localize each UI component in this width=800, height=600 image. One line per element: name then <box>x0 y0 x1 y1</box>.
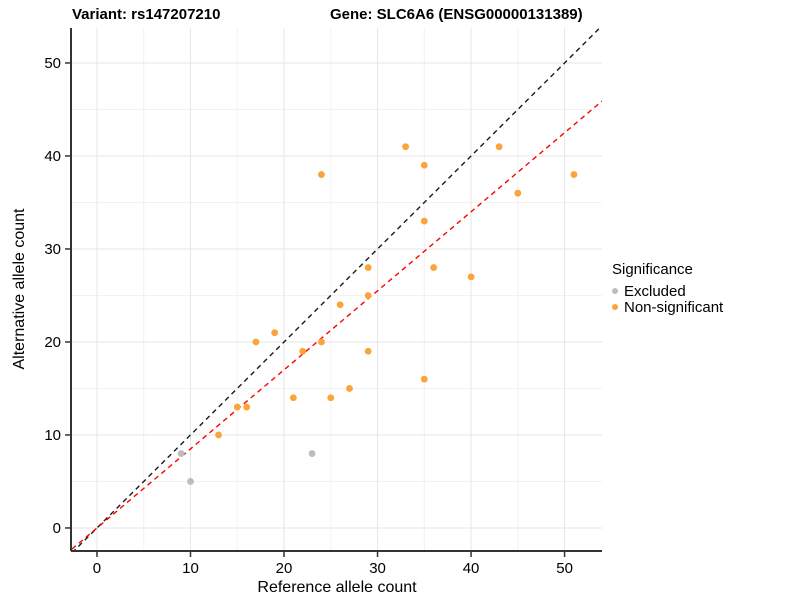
data-point-non-significant <box>420 161 428 169</box>
x-axis-title: Reference allele count <box>257 579 417 596</box>
y-tick-label: 20 <box>44 334 61 351</box>
data-point-non-significant <box>402 143 409 151</box>
legend-entries: Excluded Non-significant <box>612 282 724 316</box>
legend-dot-icon <box>612 288 618 294</box>
data-point-non-significant <box>336 301 344 309</box>
legend-title: Significance <box>612 261 693 278</box>
data-point-non-significant <box>364 264 372 271</box>
x-tick-label: 20 <box>276 560 293 577</box>
x-tick-label: 0 <box>93 560 101 577</box>
legend-entry: Excluded <box>612 282 723 300</box>
data-point-non-significant <box>514 189 522 197</box>
legend-entry: Non-significant <box>612 298 724 316</box>
data-point-non-significant <box>289 394 297 402</box>
data-point-excluded <box>187 478 194 485</box>
data-point-non-significant <box>318 171 325 178</box>
data-point-non-significant <box>467 273 475 281</box>
data-point-excluded <box>308 450 316 457</box>
data-point-non-significant <box>243 403 251 411</box>
data-point-non-significant <box>327 394 335 402</box>
data-point-non-significant <box>364 347 372 355</box>
y-tick-label: 50 <box>44 55 61 72</box>
data-point-non-significant <box>420 375 428 383</box>
data-point-non-significant <box>420 217 428 225</box>
legend: Significance Excluded Non-significant <box>612 261 724 316</box>
data-point-non-significant <box>271 329 279 337</box>
y-axis-title: Alternative allele count <box>11 208 28 370</box>
y-tick-label: 40 <box>44 148 61 165</box>
y-tick-label: 0 <box>53 520 61 537</box>
fitted-line <box>72 100 602 550</box>
x-tick-label: 30 <box>369 560 386 577</box>
data-point-non-significant <box>252 338 260 346</box>
data-point-non-significant <box>495 143 503 151</box>
data-point-non-significant <box>299 347 307 355</box>
data-point-non-significant <box>346 385 353 392</box>
data-point-non-significant <box>233 403 241 411</box>
data-point-non-significant <box>570 171 578 178</box>
x-tick-label: 50 <box>556 560 573 577</box>
x-tick-label: 40 <box>463 560 480 577</box>
data-point-non-significant <box>215 431 222 439</box>
data-point-non-significant <box>364 292 372 299</box>
legend-entry-label: Non-significant <box>624 298 724 316</box>
legend-entry-label: Excluded <box>624 282 686 300</box>
data-point-non-significant <box>318 338 325 346</box>
plot-title-variant: Variant: rs147207210 <box>72 6 221 23</box>
y-tick-label: 10 <box>44 427 61 444</box>
legend-dot-icon <box>612 304 618 310</box>
x-tick-label: 10 <box>182 560 199 577</box>
y-tick-label: 30 <box>44 241 61 258</box>
plot-title-gene: Gene: SLC6A6 (ENSG00000131389) <box>330 6 583 23</box>
identity-line <box>73 28 601 550</box>
data-point-excluded <box>177 450 185 457</box>
data-point-non-significant <box>430 264 438 271</box>
